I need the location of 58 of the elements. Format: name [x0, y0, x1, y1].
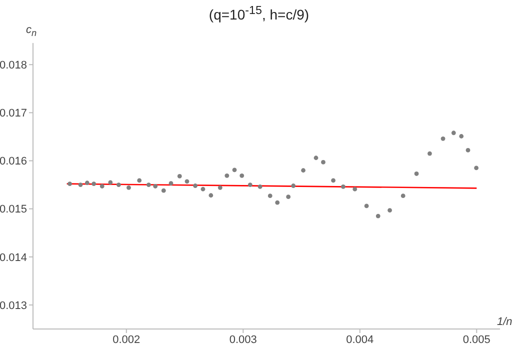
x-tick-label: 0.003 [229, 334, 257, 346]
point [116, 182, 121, 187]
point [268, 194, 272, 198]
point [100, 184, 104, 188]
point [137, 178, 142, 183]
point [68, 182, 72, 186]
point [92, 182, 96, 186]
point [459, 134, 464, 138]
y-axis-title: c$_{n}$ [26, 24, 37, 38]
y-tick-label: 0.017 [0, 108, 27, 120]
point [301, 168, 306, 173]
point [428, 151, 432, 156]
point [108, 180, 113, 185]
point [161, 188, 166, 193]
point [208, 193, 214, 198]
point [184, 179, 190, 184]
y-tick-label: 0.018 [0, 60, 27, 72]
x-tick-label: 0.005 [462, 334, 490, 346]
point [84, 180, 90, 186]
point [218, 185, 222, 190]
x-tick-label: 0.004 [346, 334, 374, 346]
point [388, 208, 392, 212]
point [314, 156, 318, 160]
point [341, 184, 346, 189]
point [286, 194, 291, 200]
point [232, 168, 237, 172]
point [291, 184, 296, 188]
point [78, 182, 83, 187]
y-tick-label: 0.014 [0, 252, 27, 264]
point [177, 174, 182, 178]
point [400, 194, 406, 198]
point [474, 166, 478, 170]
chart-title: (q=10$^{-15}$, h=c/9) [208, 4, 310, 23]
point [224, 173, 230, 178]
point [376, 214, 380, 218]
point [331, 178, 336, 183]
point [352, 186, 358, 192]
point [248, 182, 252, 187]
y-tick-label: 0.015 [0, 204, 27, 216]
point [466, 148, 470, 152]
point [126, 185, 131, 190]
x-tick-label: 0.002 [112, 334, 140, 346]
point [321, 160, 326, 164]
y-tick-label: 0.016 [0, 156, 27, 168]
point [153, 184, 158, 188]
point [146, 182, 151, 187]
point [168, 181, 174, 186]
x-axis-title: 1/n [497, 316, 512, 328]
point [440, 136, 446, 141]
point [451, 130, 456, 136]
point [275, 200, 280, 205]
y-tick-label: 0.013 [0, 300, 27, 312]
point [200, 186, 206, 192]
point [364, 204, 369, 208]
point [240, 173, 244, 178]
point [193, 184, 198, 188]
point [258, 184, 262, 189]
point [414, 172, 419, 176]
